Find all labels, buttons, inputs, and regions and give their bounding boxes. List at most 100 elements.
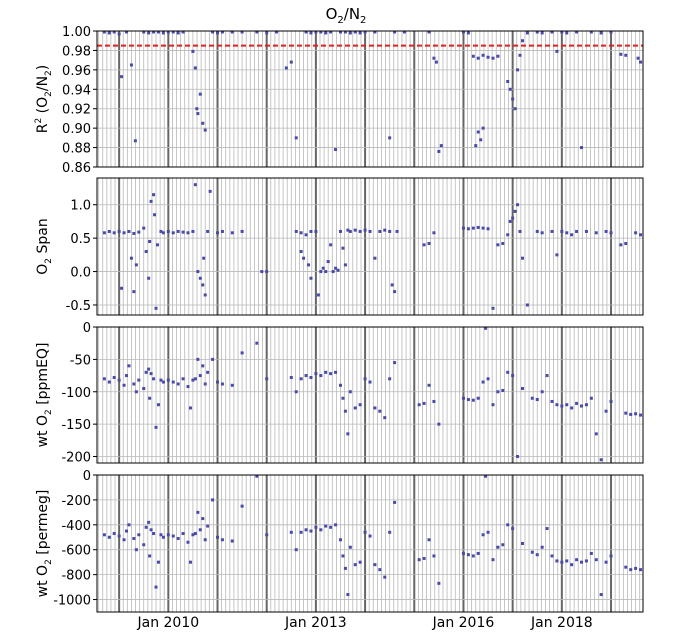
data-point <box>299 377 303 381</box>
data-point <box>203 538 207 542</box>
data-point <box>565 559 569 563</box>
data-point <box>201 283 205 287</box>
data-point <box>159 378 163 382</box>
data-point <box>142 226 146 230</box>
data-point <box>520 39 524 43</box>
data-point <box>329 243 333 247</box>
data-point <box>461 551 465 555</box>
data-point <box>560 560 564 564</box>
data-point <box>319 31 323 34</box>
data-point <box>289 376 293 380</box>
data-point <box>511 527 515 531</box>
data-point <box>589 551 593 555</box>
data-point <box>220 229 224 233</box>
data-point <box>171 31 175 34</box>
data-point <box>388 229 392 233</box>
data-point <box>304 31 308 34</box>
data-point <box>575 229 579 233</box>
data-point <box>309 376 313 380</box>
x-tick-label: Jan 2016 <box>432 615 495 631</box>
data-point <box>343 566 347 570</box>
data-point <box>535 229 539 233</box>
data-point <box>122 538 126 542</box>
panel-3: -200 -150 -100 -50 0 wt O2 [ppmEQ] <box>35 321 644 466</box>
data-point <box>461 226 465 230</box>
data-point <box>129 256 133 260</box>
y-tick-label: -150 <box>61 418 91 433</box>
data-point <box>550 229 554 233</box>
x-tick-label: Jan 2018 <box>530 615 593 631</box>
data-point <box>570 406 574 410</box>
data-point <box>358 31 362 35</box>
data-point <box>476 130 480 134</box>
data-point <box>201 364 205 368</box>
data-point <box>390 283 394 287</box>
data-point <box>481 533 485 537</box>
data-point <box>195 107 199 111</box>
data-point <box>388 530 392 534</box>
data-point <box>309 276 313 280</box>
data-point <box>203 128 207 132</box>
data-point <box>211 31 215 34</box>
data-point <box>156 31 160 34</box>
data-point <box>152 377 156 381</box>
data-point <box>149 528 153 532</box>
data-point <box>427 31 431 34</box>
data-point <box>107 380 111 384</box>
data-point <box>550 31 554 34</box>
data-point <box>486 55 490 59</box>
y-tick-label: 0 <box>83 469 91 484</box>
data-point <box>171 380 175 384</box>
data-point <box>358 560 362 564</box>
data-point <box>152 193 156 197</box>
data-point <box>545 374 549 378</box>
data-point <box>203 382 207 386</box>
data-point <box>329 31 333 34</box>
data-point <box>198 374 202 378</box>
data-point <box>181 532 185 536</box>
data-point <box>432 56 436 60</box>
y-tick-label: 1.0 <box>70 199 91 214</box>
y-tick-label: 0.96 <box>62 64 91 79</box>
data-point <box>484 475 488 478</box>
data-point <box>198 276 202 280</box>
data-point <box>599 593 603 597</box>
data-point <box>604 229 608 233</box>
data-point <box>373 406 377 410</box>
data-point <box>393 290 397 294</box>
data-point <box>133 139 137 143</box>
data-point <box>491 403 495 407</box>
data-point <box>196 270 200 274</box>
data-point <box>604 560 608 564</box>
data-point <box>117 534 121 538</box>
data-point <box>176 31 180 35</box>
data-point <box>511 216 515 220</box>
data-point <box>120 75 124 79</box>
data-point <box>156 403 160 407</box>
data-point <box>378 568 382 572</box>
data-point <box>555 49 559 53</box>
data-point <box>383 228 387 232</box>
data-point <box>511 374 515 378</box>
data-point <box>275 31 279 34</box>
data-point <box>202 256 206 260</box>
data-point <box>550 554 554 558</box>
data-point <box>255 31 259 34</box>
data-point <box>434 60 438 64</box>
data-point <box>624 241 628 245</box>
data-point <box>186 231 190 235</box>
data-point <box>437 149 441 153</box>
x-tick-label: Jan 2013 <box>284 615 347 631</box>
data-point <box>122 231 126 235</box>
data-point <box>634 566 638 570</box>
data-point <box>530 396 534 400</box>
data-point <box>102 231 106 235</box>
data-point <box>525 303 529 307</box>
data-point <box>580 404 584 408</box>
data-point <box>112 532 116 536</box>
data-point <box>309 31 313 35</box>
data-point <box>427 383 431 387</box>
data-point <box>479 138 483 142</box>
data-point <box>363 31 367 34</box>
